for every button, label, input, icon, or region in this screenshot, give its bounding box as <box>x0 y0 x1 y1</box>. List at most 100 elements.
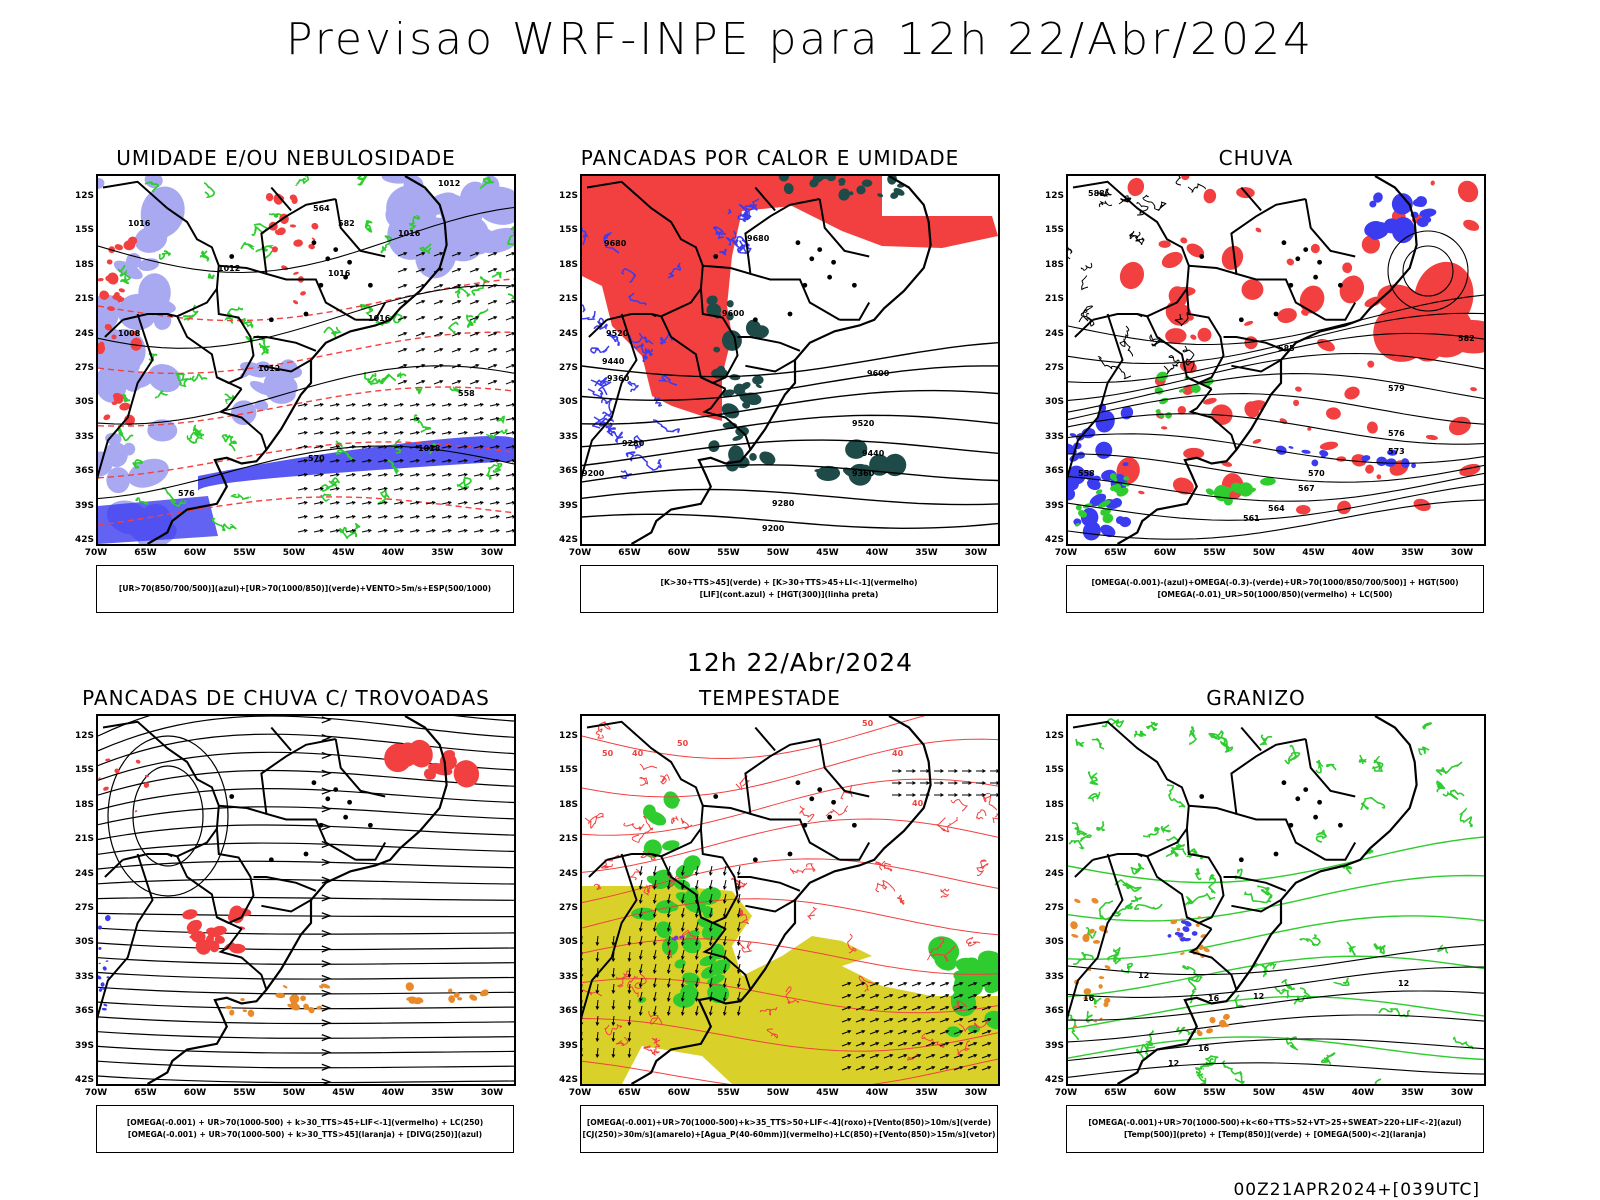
wind-vector <box>487 268 498 273</box>
humidity-green-contour <box>496 415 505 425</box>
wind-vector <box>953 1066 964 1071</box>
wind-vector <box>869 1030 880 1035</box>
border-line <box>1074 859 1094 878</box>
k-index-teal-area <box>726 300 734 308</box>
wind-vector <box>953 994 964 999</box>
wind-vector <box>505 529 514 533</box>
humidity-green-contour <box>338 526 357 540</box>
wind-vector <box>297 515 308 519</box>
legend-line: [LIF](cont.azul) + [HGT(300)](linha pret… <box>699 590 879 599</box>
contour-label: 9520 <box>852 419 875 428</box>
thunderstorm-orange-area <box>457 997 463 1001</box>
temp850-green-contour <box>1262 961 1277 978</box>
map-graphic: 50 50 50 40 40 40 <box>582 716 998 1084</box>
latitude-tick-label: 39S <box>74 500 94 511</box>
wind850-green-area <box>699 955 717 967</box>
thunderstorm-orange-area <box>405 982 414 991</box>
wind-vector <box>297 501 308 505</box>
thunderstorm-orange-area <box>481 990 489 996</box>
rain-red-area <box>1286 258 1295 266</box>
wind-vector <box>457 431 468 435</box>
water-body <box>229 254 235 259</box>
temp500-contour <box>1068 966 1484 998</box>
wind-vector <box>925 1066 936 1071</box>
humidity-green-contour <box>429 442 437 455</box>
water-body <box>303 311 309 317</box>
omega-green-area <box>1110 484 1118 491</box>
latitude-tick-label: 30S <box>74 397 94 408</box>
wind-vector <box>441 445 452 449</box>
lifted-index-blue-contour <box>602 231 620 254</box>
wind-vector <box>653 977 657 988</box>
humidity-green-contour <box>224 306 244 324</box>
wind-vector <box>415 300 426 305</box>
wind-vector <box>990 781 998 785</box>
border-line <box>606 313 657 321</box>
wind-vector <box>667 921 671 932</box>
humidity-green-contour <box>479 176 495 189</box>
wind-vector <box>906 769 917 773</box>
wind-vector <box>441 431 452 435</box>
wind-vector <box>582 984 584 993</box>
temp850-green-contour <box>1207 874 1217 894</box>
rain-red-area <box>1457 180 1479 203</box>
panel-title: TEMPESTADE <box>699 686 841 710</box>
contour-label: 582 <box>1458 334 1475 343</box>
streamline-arrow <box>321 960 332 968</box>
wind-vector <box>611 983 616 995</box>
border-line <box>355 302 387 321</box>
omega-blue-area <box>1369 200 1377 208</box>
omega-orange-area <box>1073 1025 1078 1029</box>
red-hatch <box>104 323 113 331</box>
border-line <box>334 198 386 258</box>
omega-orange-area <box>1223 1013 1230 1020</box>
temp850-green-contour <box>1089 994 1102 1005</box>
red-hatch <box>311 222 319 230</box>
wind-vector <box>948 781 959 785</box>
longitude-tick-label: 55W <box>1203 1088 1226 1098</box>
water-body <box>809 796 815 802</box>
panel-title: PANCADAS DE CHUVA C/ TROVOADAS <box>82 686 490 710</box>
wind-vector <box>415 252 426 257</box>
precip-water-red-contour <box>875 879 895 893</box>
k-index-teal-area <box>838 177 846 185</box>
wind-vector <box>297 529 308 533</box>
wind-vector <box>505 515 514 519</box>
omega-orange-area <box>1098 976 1105 980</box>
contour-label: 558 <box>458 389 475 398</box>
border-line <box>745 359 796 373</box>
temp850-green-contour <box>1184 892 1216 906</box>
red-hatch <box>130 337 143 351</box>
wind-vector <box>737 935 741 946</box>
precip-water-red-contour <box>627 975 639 997</box>
temp850-green-contour <box>1087 771 1099 786</box>
temp850-green-contour <box>1371 755 1384 772</box>
wind-vector <box>329 515 340 519</box>
wind-vector <box>487 348 498 353</box>
omega-green-area <box>1116 487 1129 497</box>
rain-red-area <box>1376 474 1382 480</box>
omega-orange-area <box>1099 1017 1103 1020</box>
longitude-tick-label: 55W <box>717 1088 740 1098</box>
water-body <box>831 799 836 805</box>
rain-red-area <box>1307 427 1312 431</box>
omega-green-area <box>1100 507 1111 516</box>
map-chuva: 588 585 582 579 576 573 570 567 564 561 558 <box>1066 174 1486 546</box>
wind-vector <box>469 268 480 273</box>
wind-vector <box>393 501 404 505</box>
circulation-contour <box>132 765 204 867</box>
water-body <box>851 822 857 828</box>
humidity-green-contour <box>507 226 514 246</box>
wind-vector <box>451 364 462 369</box>
wind-vector <box>433 284 444 289</box>
contour-label: 573 <box>1388 447 1405 456</box>
border-line <box>660 855 727 930</box>
precip-water-red-contour <box>666 870 678 887</box>
thunderstorm-red-area <box>105 758 111 762</box>
contour-label: 1012 <box>258 364 280 373</box>
wind-vector <box>653 991 657 1002</box>
lifted-index-blue-contour <box>631 435 643 450</box>
water-body <box>1199 254 1205 259</box>
temp850-green-contour <box>1098 900 1122 921</box>
longitude-tick-label: 45W <box>332 548 355 558</box>
